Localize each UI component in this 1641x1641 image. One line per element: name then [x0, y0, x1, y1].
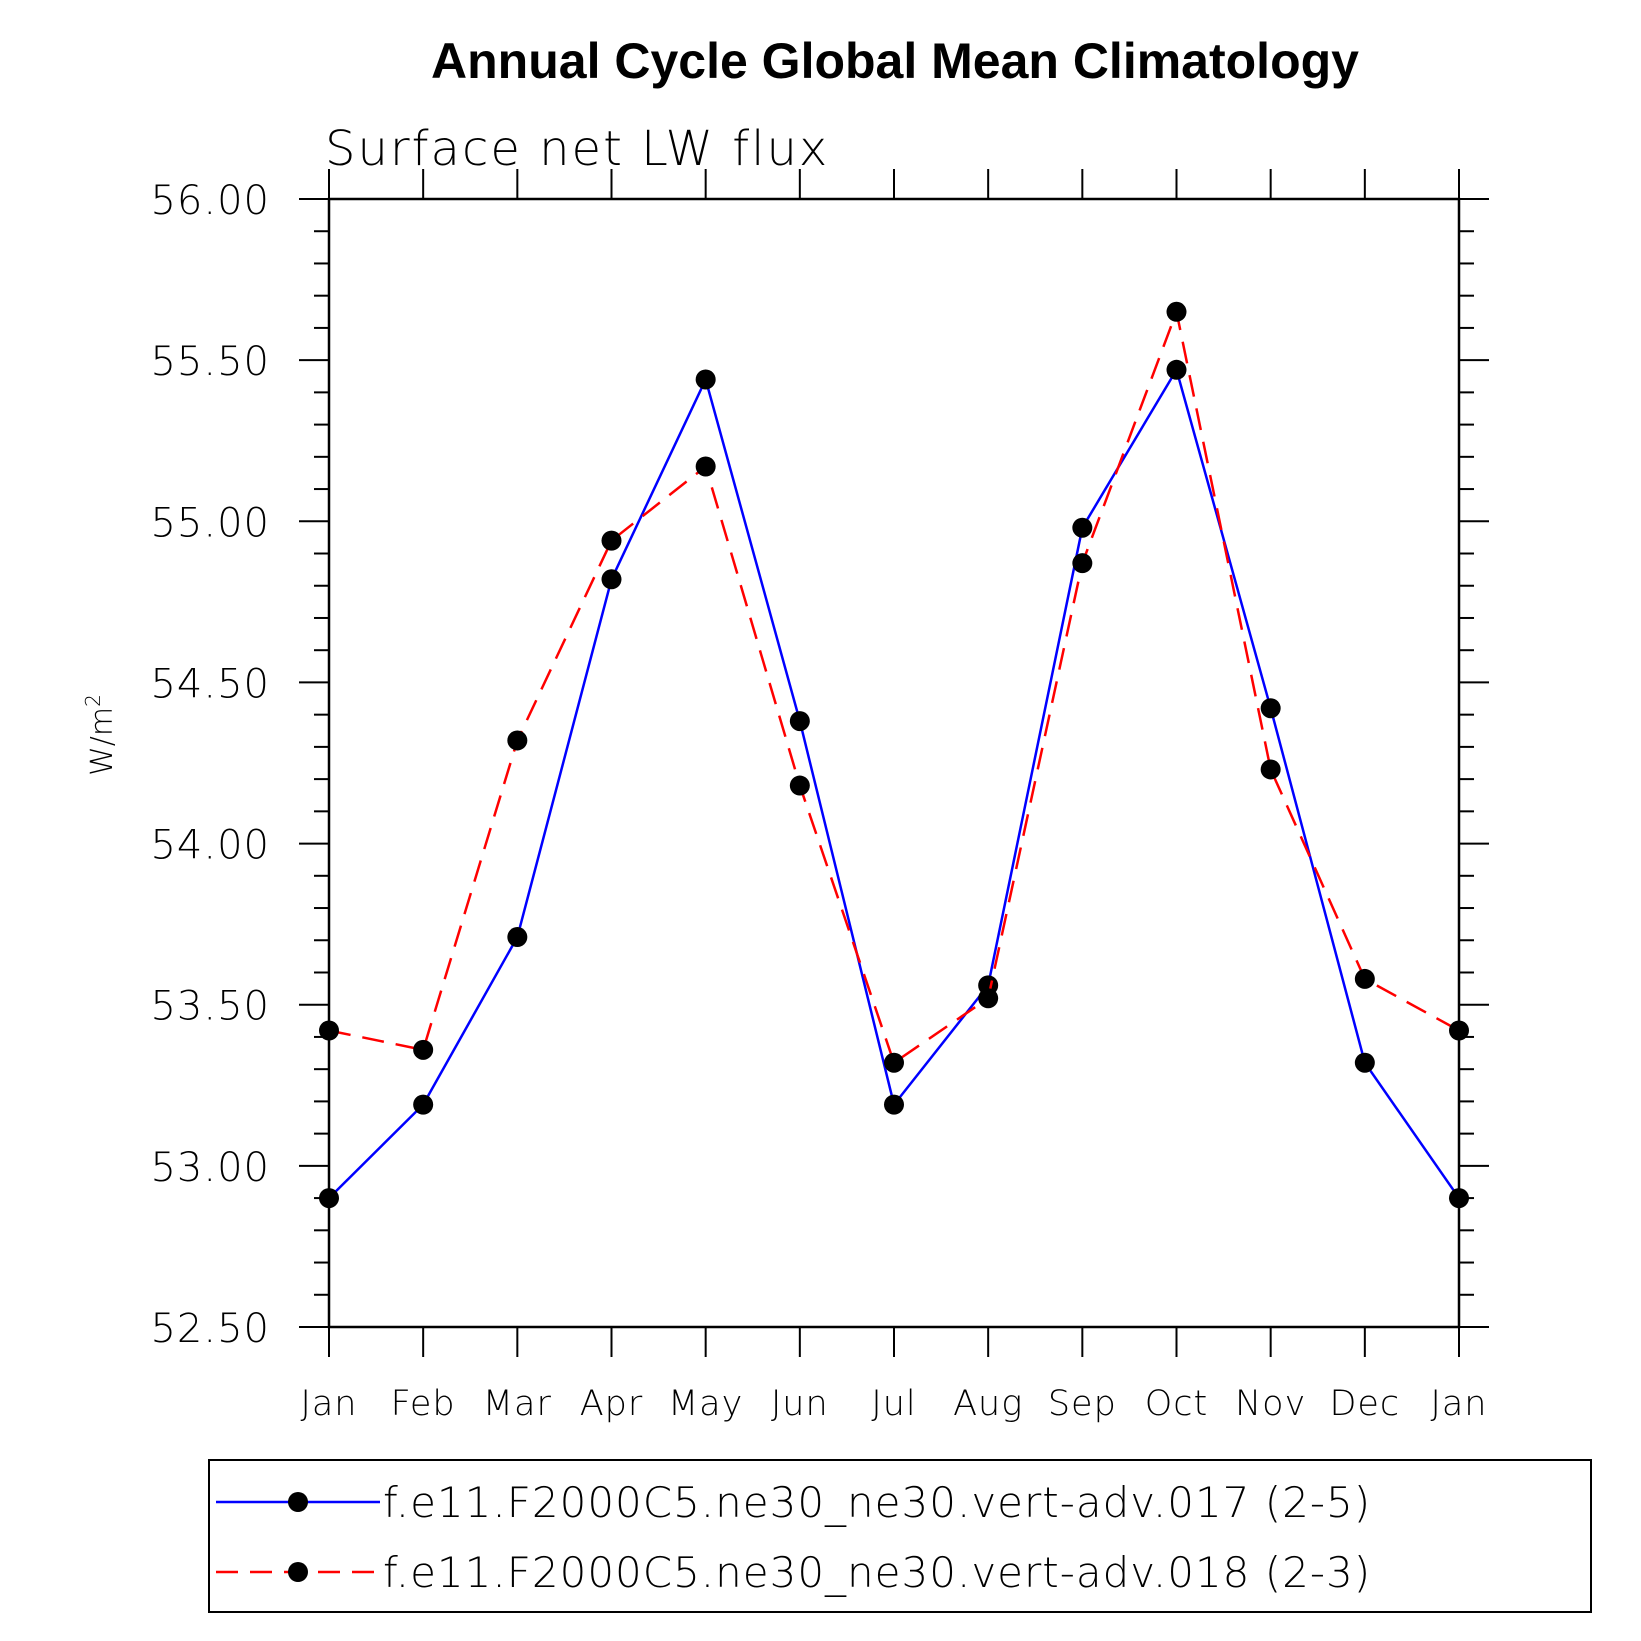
- y-tick-label: 55.00: [150, 500, 270, 546]
- x-tick-label: Jan: [301, 1384, 358, 1424]
- data-point: [1449, 1188, 1469, 1209]
- data-point: [978, 988, 999, 1009]
- x-tick-label: Jan: [1431, 1384, 1488, 1424]
- x-tick-label: Sep: [1048, 1384, 1117, 1424]
- data-point: [789, 775, 810, 796]
- y-tick-label: 56.00: [150, 178, 270, 224]
- data-point: [413, 1039, 434, 1060]
- y-tick-label: 53.00: [150, 1145, 270, 1191]
- y-axis-label-base: W/m: [85, 707, 120, 776]
- x-tick-label: Apr: [580, 1384, 644, 1424]
- data-point: [1072, 553, 1093, 574]
- data-point: [413, 1094, 434, 1115]
- y-tick-label: 54.00: [150, 823, 270, 869]
- chart-subtitle: Surface net LW flux: [325, 121, 829, 177]
- x-tick-label: Jul: [871, 1384, 916, 1424]
- data-point: [695, 369, 716, 390]
- data-point: [1260, 759, 1281, 780]
- chart-title: Annual Cycle Global Mean Climatology: [431, 33, 1359, 89]
- data-point: [1449, 1020, 1469, 1041]
- y-tick-label: 53.50: [150, 984, 270, 1030]
- data-point: [1260, 698, 1281, 719]
- y-tick-label: 52.50: [150, 1306, 270, 1352]
- data-point: [319, 1188, 339, 1209]
- x-tick-label: Nov: [1235, 1384, 1306, 1424]
- y-tick-label: 55.50: [150, 339, 270, 385]
- legend-entry: f.e11.F2000C5.ne30_ne30.vert-adv.017 (2-…: [216, 1478, 1371, 1527]
- data-point: [789, 711, 810, 732]
- x-tick-label: Oct: [1145, 1384, 1209, 1424]
- plot-frame: [327, 197, 1461, 1329]
- x-tick-label: Mar: [483, 1384, 552, 1424]
- data-point: [507, 730, 528, 751]
- legend-marker: [288, 1562, 308, 1582]
- data-point: [319, 1020, 339, 1041]
- data-point: [1354, 968, 1375, 989]
- data-point: [884, 1094, 904, 1115]
- series-2: [319, 301, 1469, 1073]
- series-1: [319, 359, 1469, 1209]
- series-layer: [319, 301, 1469, 1209]
- x-tick-label: Aug: [953, 1384, 1023, 1424]
- legend-box: [208, 1459, 1592, 1613]
- legend-label: f.e11.F2000C5.ne30_ne30.vert-adv.018 (2-…: [383, 1548, 1371, 1597]
- x-tick-label: Jun: [771, 1384, 829, 1424]
- data-point: [601, 530, 622, 551]
- x-tick-label: Feb: [391, 1384, 456, 1424]
- data-point: [507, 927, 528, 948]
- data-point: [1166, 301, 1187, 322]
- series-line: [328, 307, 1460, 1065]
- axes: 52.50 53.00 53.50 54.00 54.50 55.00 55.50 56.00…: [150, 169, 1489, 1424]
- legend-label: f.e11.F2000C5.ne30_ne30.vert-adv.017 (2-…: [383, 1478, 1371, 1527]
- data-point: [1354, 1052, 1375, 1073]
- data-point: [1072, 517, 1093, 538]
- data-point: [1166, 359, 1187, 380]
- svg-text:W/m2: W/m2: [81, 694, 120, 776]
- legend-marker: [288, 1492, 308, 1512]
- series-line: [328, 366, 1461, 1199]
- y-axis-label-superscript: 2: [81, 694, 105, 707]
- x-tick-label: May: [668, 1384, 743, 1424]
- data-point: [601, 569, 622, 590]
- legend-entry: f.e11.F2000C5.ne30_ne30.vert-adv.018 (2-…: [216, 1548, 1371, 1597]
- data-point: [695, 456, 716, 477]
- y-tick-label: 54.50: [150, 661, 270, 707]
- data-point: [884, 1052, 904, 1073]
- legend: f.e11.F2000C5.ne30_ne30.vert-adv.017 (2-…: [208, 1459, 1592, 1613]
- x-tick-label: Dec: [1329, 1384, 1400, 1424]
- y-axis-label: W/m2: [81, 694, 120, 776]
